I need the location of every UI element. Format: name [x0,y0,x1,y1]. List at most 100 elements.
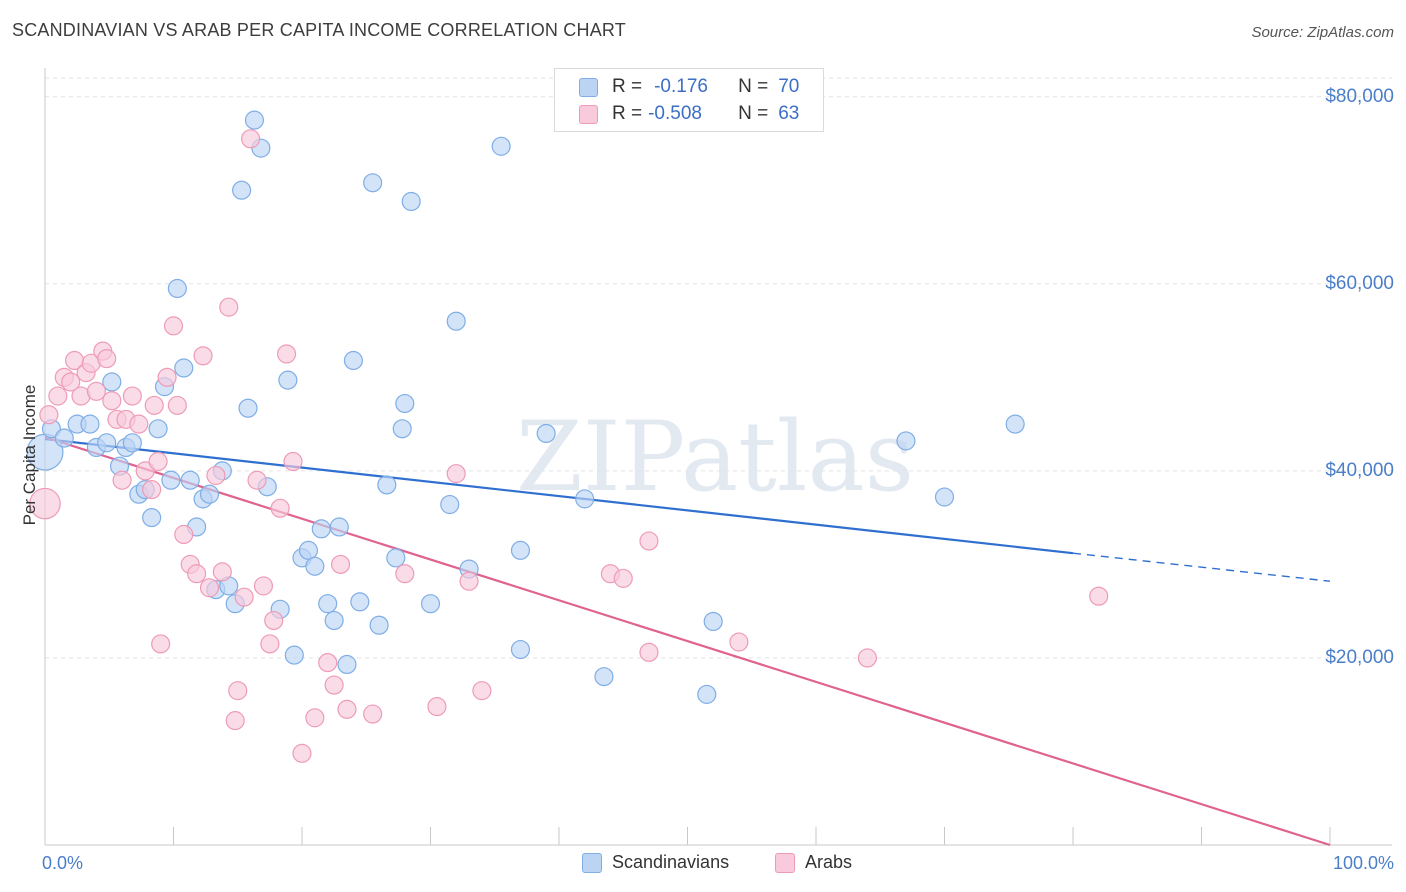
scandinavian-point [1005,414,1025,434]
arab-point [318,653,338,673]
arab-point [148,451,168,472]
legend-item-scandinavians[interactable]: Scandinavians [582,852,729,873]
stats-row-scandinavians: R = -0.176 N = 70 [579,75,799,99]
arab-point [253,576,274,596]
n-label: N = [738,103,769,124]
scandinavian-point [395,393,415,414]
scandinavian-point [324,610,344,631]
scandinavian-point [536,423,556,444]
scandinavian-point [122,433,142,453]
scandinavian-point [401,191,421,212]
scandinavian-trend-extension [1072,552,1331,582]
grid-lines [45,77,1392,659]
scandinavian-point [369,615,389,635]
arabs-legend-label: Arabs [805,852,853,872]
arab-point [97,349,117,369]
scandinavian-point [594,667,614,687]
chart-title: SCANDINAVIAN VS ARAB PER CAPITA INCOME C… [12,20,626,40]
scandinavian-point [298,540,318,560]
arab-point [112,470,132,490]
scandinavian-point [180,470,200,490]
arab-trend-line [44,436,1331,847]
arab-point [857,648,877,668]
r-value: -0.176 [654,76,708,97]
arab-point [472,681,492,701]
scandinavian-point [284,645,304,665]
scandinavian-point [363,173,383,193]
scandinavian-point [386,548,406,568]
scandinavians-legend-swatch [582,852,602,873]
scandinavian-point [142,508,162,528]
arab-point [395,564,415,584]
arab-point [241,129,261,149]
arab-point [1089,586,1109,606]
stats-row-arabs: R = -0.508 N = 63 [579,102,799,126]
arab-point [174,524,194,545]
scandinavian-point [446,311,466,331]
arab-point [39,405,59,425]
arab-point [212,562,232,582]
arab-point [260,634,280,654]
scandinavian-point [174,358,194,378]
scandinavian-point [697,684,717,704]
arab-point [193,346,213,366]
arab-point [427,697,447,717]
arab-point [234,587,254,607]
arab-point [199,578,220,598]
n-value: 70 [778,76,800,97]
scandinavian-point [703,611,723,632]
arab-point [639,531,659,551]
arab-point [219,297,239,317]
scandinavian-point [311,519,331,539]
scandinavian-point [148,419,168,439]
arab-point [613,568,633,588]
y-axis-label: Per Capita Income [20,384,39,526]
arab-point [61,372,81,392]
stats-legend: R = -0.176 N = 70 R = -0.508 N = 63 [554,68,824,132]
scandinavian-point [305,556,325,576]
scandinavian-point [343,350,363,371]
scandinavian-point [244,110,265,130]
arab-point [225,711,245,731]
scandinavian-point [278,370,298,390]
scandinavians-legend-label: Scandinavians [612,852,730,872]
arab-point [135,461,155,481]
arab-point [167,395,187,415]
arab-point [48,386,68,406]
y-tick-label: $40,000 [1325,459,1394,481]
scandinavian-point [80,414,100,434]
scandinavian-point [97,433,117,453]
y-tick-label: $20,000 [1325,646,1394,668]
r-label: R = [612,76,643,97]
arab-point [330,554,351,574]
scandinavian-point [238,398,258,418]
arab-point [277,344,297,364]
scandinavian-point [420,594,441,614]
scandinavian-point [934,487,955,507]
arab-point [247,470,267,490]
scandinavian-point [54,428,74,448]
arab-point [86,381,106,401]
x-tick-max: 100.0% [1332,853,1394,873]
trend-lines [44,436,1331,847]
arab-point [187,564,207,584]
scandinavian-trend-line [44,437,1074,555]
arab-point [292,743,312,763]
scandinavian-point [350,592,370,612]
data-points [26,110,1109,763]
scandinavian-point [575,489,595,509]
arab-point [206,465,226,486]
arab-point [29,487,61,520]
r-value: -0.508 [648,103,702,124]
arab-point [729,632,749,652]
scandinavian-point [161,470,181,490]
scandinavians-swatch [579,77,598,97]
scandinavian-point [102,372,122,392]
y-tick-label: $60,000 [1325,272,1394,294]
arab-point [228,681,248,701]
legend-item-arabs[interactable]: Arabs [775,852,852,873]
arab-point [144,395,164,415]
scandinavian-point [440,494,460,515]
arab-point [459,571,479,591]
arab-point [163,316,184,336]
